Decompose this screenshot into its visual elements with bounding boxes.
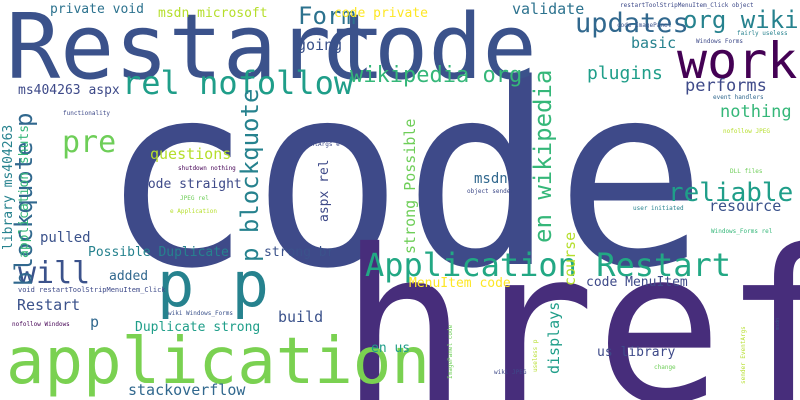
word-performs: performs [685, 78, 767, 95]
word-functionality: functionality [63, 111, 110, 117]
word-dll-files: DLL files [730, 169, 763, 175]
word-strong-br: strong br [264, 246, 334, 259]
word-org-wiki: org wiki [683, 8, 799, 32]
word-change: change [654, 365, 676, 371]
word-msdn-tiny: msdn [776, 318, 781, 330]
word-resource: resource [709, 199, 781, 214]
word-aspx-rel: aspx rel [318, 159, 331, 222]
word-windows-forms: Windows Forms [696, 39, 743, 45]
word-event-handlers: event handlers [713, 95, 764, 101]
word-useless-p: useless p [533, 339, 539, 372]
word-course: course [563, 232, 578, 286]
word-code-menuitem: code MenuItem [586, 276, 688, 289]
word-nofollow-windows: nofollow Windows [12, 322, 70, 328]
word-eventargs-e: EventArgs e [300, 142, 340, 148]
word-jpeg-rel: JPEG rel [180, 196, 209, 202]
word-displays: displays [547, 302, 562, 374]
word-en-us: en us [371, 342, 410, 355]
word-en-wikipedia: en wikipedia [531, 70, 555, 243]
word-void-restart-click: void restartToolStripMenuItem_Click [18, 287, 166, 294]
word-stackoverflow: stackoverflow [128, 383, 245, 398]
word-questions: questions [150, 147, 231, 162]
word-imagepanel-code: ImagePanel code [448, 325, 454, 379]
word-restart-click-object: restartToolStripMenuItem_Click object [620, 3, 754, 9]
word-p-p: p p [157, 254, 269, 316]
word-e-application: e Application [170, 209, 217, 215]
word-msdn: msdn [474, 172, 508, 186]
word-code-straight: code straight [140, 178, 242, 191]
word-strong-possible: strong Possible [403, 119, 418, 254]
word-pulled: pulled [40, 231, 91, 245]
word-basic: basic [631, 36, 676, 51]
word-fairly-useless: fairly useless [737, 31, 788, 37]
word-wikipedia-org: wikipedia org [350, 65, 522, 87]
word-nofollow-jpeg: nofollow JPEG [723, 129, 770, 135]
word-user-initiated: user initiated [633, 206, 684, 212]
word-plugins: plugins [587, 65, 663, 83]
word-application-shuts: application shuts [18, 125, 31, 258]
word-msdn-microsoft: msdn microsoft [158, 7, 268, 20]
word-menuitem-code: MenuItem code [409, 277, 511, 290]
word-object-sender: object sender [467, 189, 514, 195]
word-library-ms404263: library ms404263 [2, 125, 15, 250]
word-added: added [109, 270, 148, 283]
word-nothing: nothing [720, 104, 792, 121]
word-shutdown-nothing: shutdown nothing [178, 166, 236, 172]
word-code-imagepanel: code ImagePanel [617, 23, 671, 29]
word-restart-small: Restart [17, 298, 80, 313]
word-validate: validate [512, 2, 584, 17]
word-private-void: private void [50, 3, 144, 16]
word-pre: pre [62, 128, 116, 158]
word-p-small: p [90, 315, 99, 330]
word-us-library: us library [597, 346, 675, 359]
word-build: build [278, 310, 323, 325]
word-ms404263-aspx: ms404263 aspx [18, 84, 120, 97]
word-going: going [297, 38, 342, 53]
word-windows-forms-rel: Windows_Forms rel [711, 229, 772, 235]
word-wiki-windows-forms: wiki Windows_Forms [168, 311, 233, 317]
word-p-blockquote-mid: p blockquote [238, 89, 262, 262]
word-wiki-jpeg: wiki JPEG [494, 370, 527, 376]
word-duplicate-strong: Duplicate strong [135, 321, 260, 334]
word-code-private: code private [334, 7, 428, 20]
word-sender-eventargs: sender EventArgs [741, 326, 747, 384]
word-possible-duplicate: Possible Duplicate [88, 246, 229, 259]
